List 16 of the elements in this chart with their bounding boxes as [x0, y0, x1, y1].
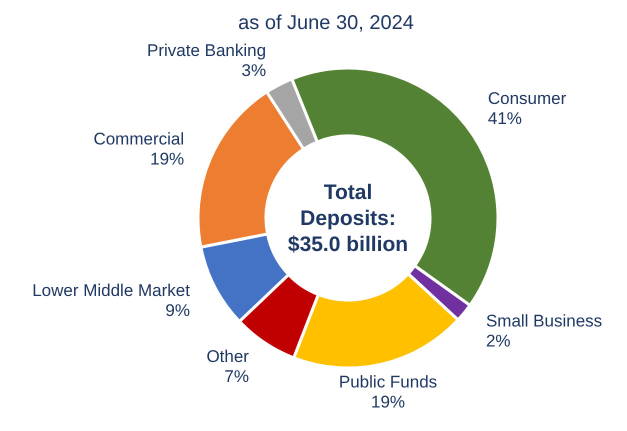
slice-label: Lower Middle Market: [32, 280, 190, 300]
slice-label: Commercial: [93, 129, 184, 148]
slice-label: Small Business: [486, 312, 602, 330]
text: Total Deposits: $35.0 billion: [288, 181, 408, 256]
slice-label: Public Funds: [338, 372, 438, 392]
data-label: 19%: [371, 392, 406, 412]
data-label: 9%: [165, 300, 190, 320]
chart-title: as of June 30, 2024: [238, 12, 414, 34]
data-label: 41%: [488, 108, 522, 128]
slice-label: Private Banking: [147, 40, 266, 60]
data-label: 7%: [224, 366, 249, 386]
data-label: 2%: [486, 332, 511, 350]
data-label: 19%: [150, 149, 184, 168]
data-label: 3%: [242, 60, 266, 80]
slice-label: Consumer: [488, 88, 567, 108]
slice-label: Other: [206, 346, 250, 366]
